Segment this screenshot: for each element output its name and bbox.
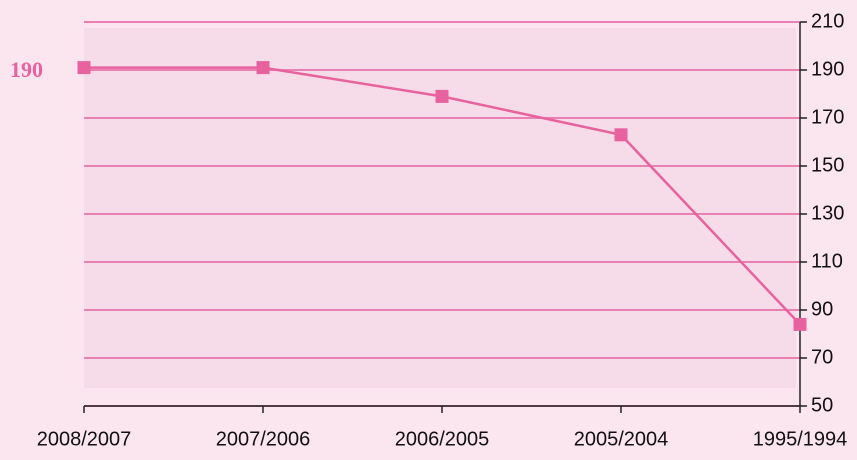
y-tick-label: 190 bbox=[811, 58, 844, 80]
x-tick-label: 1995/1994 bbox=[753, 428, 848, 450]
y-tick-label: 170 bbox=[811, 106, 844, 128]
x-tick-label: 2007/2006 bbox=[216, 428, 311, 450]
point-marker bbox=[77, 61, 91, 75]
point-marker bbox=[614, 128, 628, 142]
y-tick-label: 150 bbox=[811, 154, 844, 176]
y-tick-label: 110 bbox=[811, 250, 843, 272]
y-tick-label: 210 bbox=[811, 10, 844, 32]
y-tick-label: 70 bbox=[811, 346, 833, 368]
y-tick-label: 90 bbox=[811, 298, 833, 320]
point-marker bbox=[435, 89, 449, 103]
y-tick-label: 50 bbox=[811, 394, 833, 416]
x-tick-label: 2008/2007 bbox=[37, 428, 132, 450]
point-marker bbox=[256, 61, 270, 75]
x-tick-label: 2005/2004 bbox=[574, 428, 669, 450]
point-marker bbox=[793, 317, 807, 331]
y-tick-label: 130 bbox=[811, 202, 844, 224]
annotation: 190 bbox=[10, 57, 43, 82]
x-tick-label: 2006/2005 bbox=[395, 428, 490, 450]
photo-backdrop bbox=[84, 28, 796, 388]
